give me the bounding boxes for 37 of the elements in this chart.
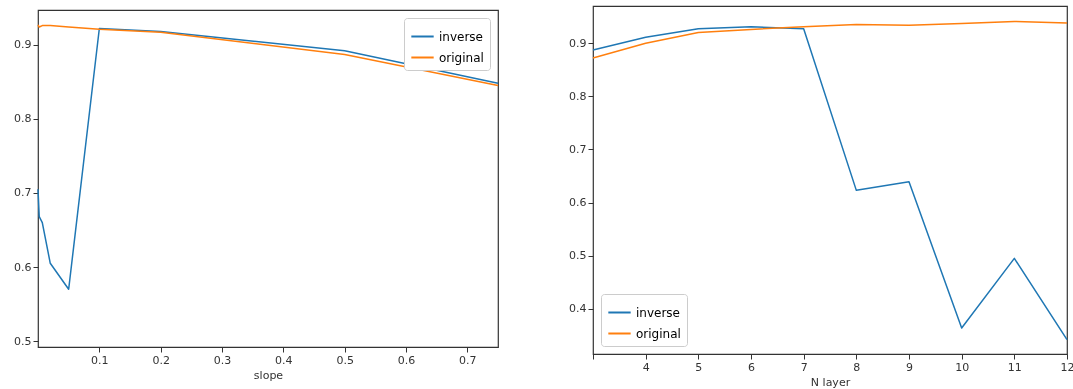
y-tick-label: 0.8 (14, 112, 32, 126)
line-series (592, 25, 1068, 341)
line-series (592, 20, 1068, 59)
y-tick-label: 0.4 (569, 302, 587, 316)
legend-label: original (636, 326, 681, 341)
x-tick-label: 11 (1007, 360, 1022, 374)
line-series (37, 24, 499, 87)
y-tick-label: 0.6 (569, 196, 587, 210)
legend-label: original (439, 50, 484, 65)
legend-label: inverse (636, 305, 680, 320)
y-tick-label: 0.9 (14, 38, 32, 52)
x-tick-label: 4 (642, 360, 650, 374)
x-tick-label: 12 (1060, 360, 1073, 374)
y-tick-label: 0.8 (569, 89, 587, 103)
x-tick-label: 0.6 (397, 353, 416, 367)
x-tick-label: 0.3 (213, 353, 232, 367)
x-axis-title: slope (253, 368, 284, 382)
x-tick-label: 5 (695, 360, 703, 374)
y-tick-label: 0.9 (569, 36, 587, 50)
x-tick-label: 6 (748, 360, 755, 374)
y-tick-label: 0.6 (14, 260, 32, 274)
y-tick-label: 0.7 (14, 186, 32, 200)
y-tick-label: 0.5 (569, 249, 587, 263)
x-tick-label: 0.1 (91, 353, 109, 367)
x-tick-label: 10 (955, 360, 970, 374)
y-tick-label: 0.5 (14, 334, 32, 348)
x-tick-label: 8 (853, 360, 861, 374)
legend-label: inverse (439, 29, 483, 44)
line-series (37, 27, 499, 290)
x-axis-title: N layer (810, 375, 851, 389)
x-tick-label: 9 (906, 360, 913, 374)
x-tick-label: 0.5 (336, 353, 354, 367)
x-tick-label: 0.2 (152, 353, 170, 367)
y-tick-label: 0.7 (569, 142, 587, 156)
x-tick-label: 0.7 (459, 353, 477, 367)
x-tick-label: 7 (800, 360, 808, 374)
x-tick-label: 0.4 (275, 353, 293, 367)
